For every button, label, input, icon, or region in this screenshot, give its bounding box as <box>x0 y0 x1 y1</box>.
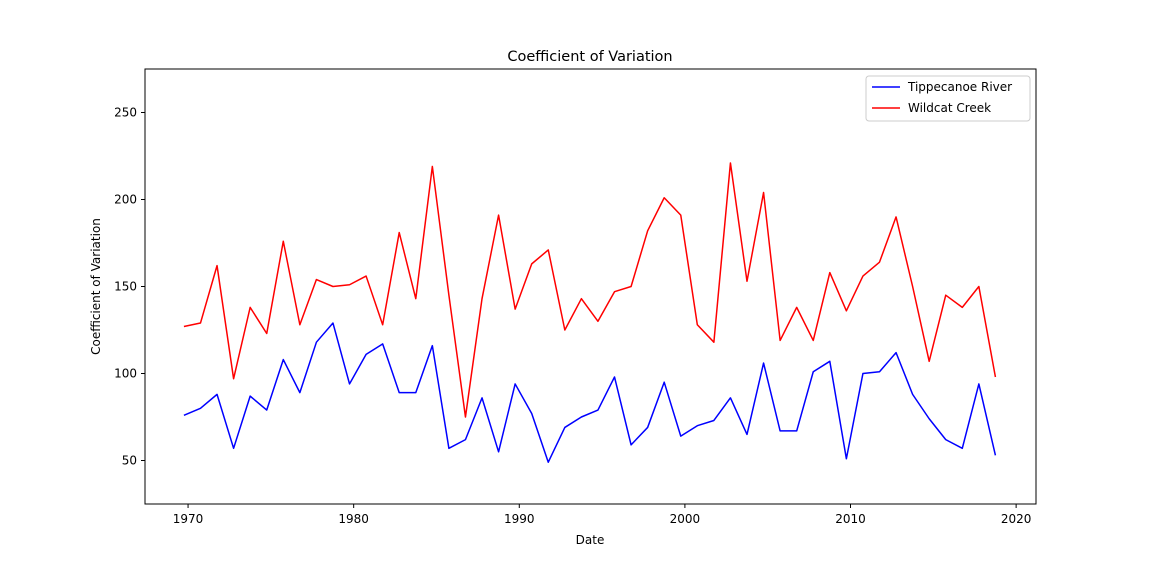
x-tick-label: 1970 <box>173 512 204 526</box>
legend: Tippecanoe River Wildcat Creek <box>865 75 1031 122</box>
series-layer <box>183 162 997 463</box>
x-tick-label: 1980 <box>338 512 369 526</box>
x-tick-label: 1990 <box>504 512 535 526</box>
legend-label-1: Tippecanoe River <box>907 80 1012 94</box>
y-axis: 50 100 150 200 250 <box>114 106 145 468</box>
y-tick-label: 250 <box>114 106 137 120</box>
series-line-2 <box>183 162 997 418</box>
x-tick-label: 2000 <box>670 512 701 526</box>
y-tick-label: 100 <box>114 367 137 381</box>
x-tick-label: 2010 <box>835 512 866 526</box>
y-axis-label: Coefficient of Variation <box>89 218 103 355</box>
y-tick-label: 50 <box>122 454 137 468</box>
legend-box <box>865 75 1031 122</box>
chart-title: Coefficient of Variation <box>507 49 672 65</box>
legend-label-2: Wildcat Creek <box>908 101 991 115</box>
series-line-1 <box>183 322 997 463</box>
plot-area <box>145 69 1036 504</box>
y-tick-label: 150 <box>114 280 137 294</box>
y-tick-label: 200 <box>114 193 137 207</box>
x-axis-label: Date <box>576 533 605 547</box>
x-axis: 1970 1980 1990 2000 2010 2020 <box>173 504 1032 526</box>
x-tick-label: 2020 <box>1001 512 1032 526</box>
